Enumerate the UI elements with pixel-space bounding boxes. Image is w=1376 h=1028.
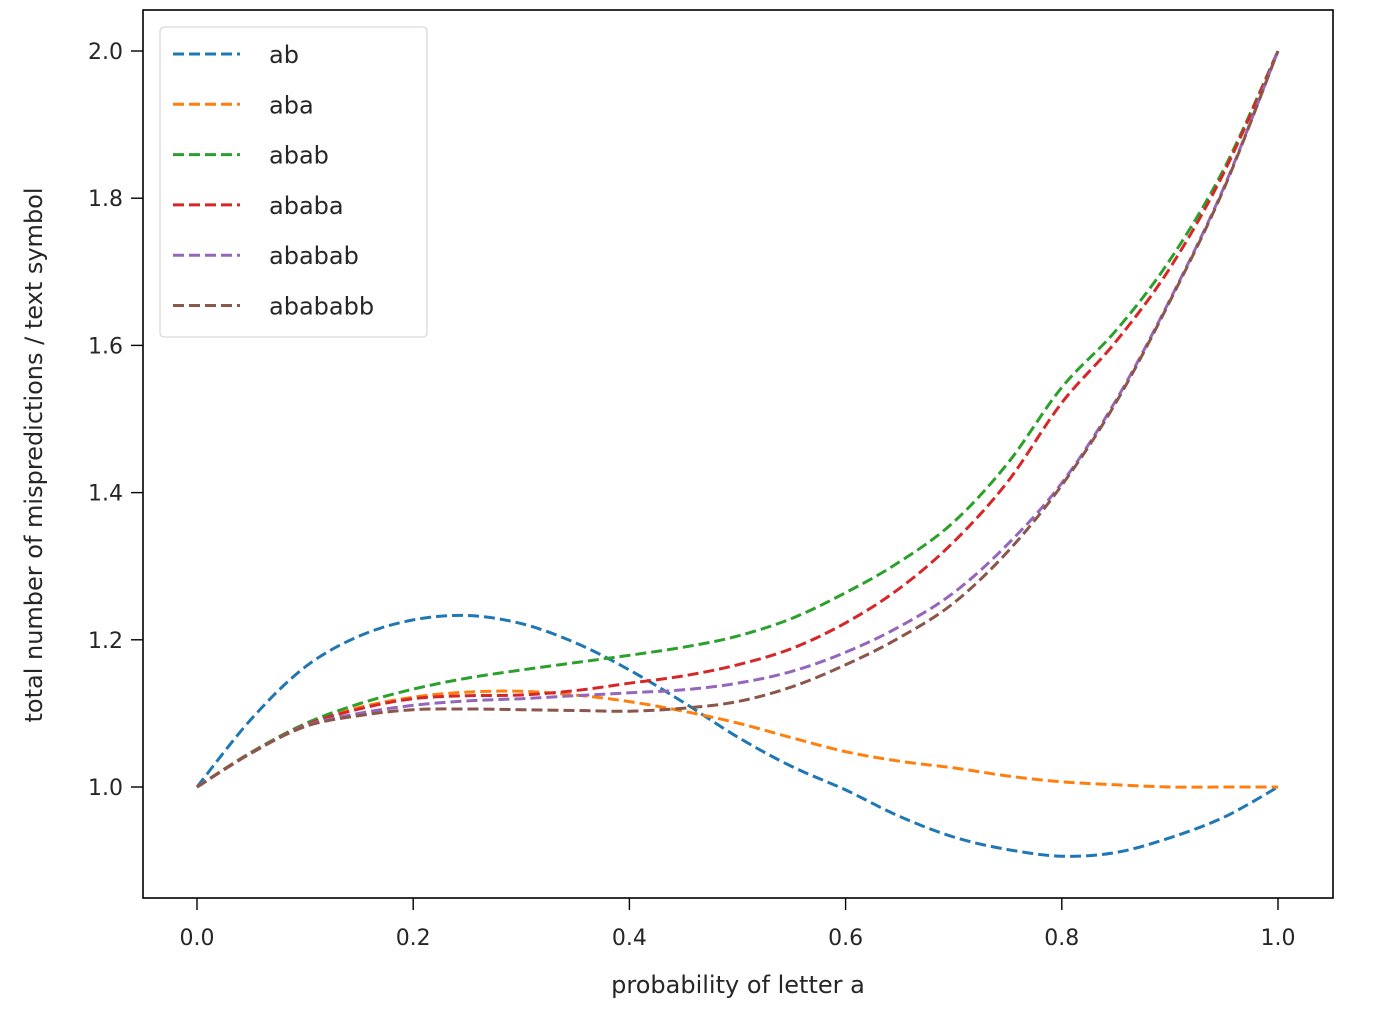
series-line-aba bbox=[196, 689, 1278, 789]
y-axis-label: total number of mispredictions / text sy… bbox=[20, 187, 48, 722]
legend-label: aba bbox=[269, 91, 314, 119]
y-tick-label: 1.2 bbox=[88, 629, 123, 654]
legend-label: ab bbox=[269, 41, 299, 69]
legend-label: ababab bbox=[269, 242, 359, 270]
x-tick-label: 0.4 bbox=[612, 926, 647, 951]
y-tick-label: 1.6 bbox=[88, 334, 123, 359]
legend-label: abababb bbox=[269, 293, 374, 321]
series-line-abababb bbox=[196, 50, 1280, 789]
y-tick-label: 1.4 bbox=[88, 482, 123, 507]
series-line-abab bbox=[196, 50, 1280, 789]
legend-box bbox=[159, 26, 428, 338]
y-tick-label: 1.0 bbox=[88, 776, 123, 801]
y-tick-label: 2.0 bbox=[88, 40, 123, 65]
x-tick-label: 0.8 bbox=[1044, 926, 1079, 951]
x-axis-ticks: 0.0 0.2 0.4 0.6 0.8 1.0 bbox=[180, 898, 1296, 951]
y-tick-label: 1.8 bbox=[88, 187, 123, 212]
series-line-ababa bbox=[196, 50, 1280, 789]
x-tick-label: 0.2 bbox=[396, 926, 431, 951]
x-tick-label: 1.0 bbox=[1261, 926, 1296, 951]
series-line-ab bbox=[195, 613, 1279, 858]
legend-label: abab bbox=[269, 142, 329, 170]
x-axis-label: probability of letter a bbox=[611, 971, 865, 999]
legend-label: ababa bbox=[269, 192, 344, 220]
x-tick-label: 0.6 bbox=[828, 926, 863, 951]
series-lines bbox=[195, 50, 1280, 858]
y-axis-ticks: 1.0 1.2 1.4 1.6 1.8 2.0 bbox=[88, 40, 143, 801]
axes-frame bbox=[142, 9, 1334, 899]
x-tick-label: 0.0 bbox=[180, 926, 215, 951]
